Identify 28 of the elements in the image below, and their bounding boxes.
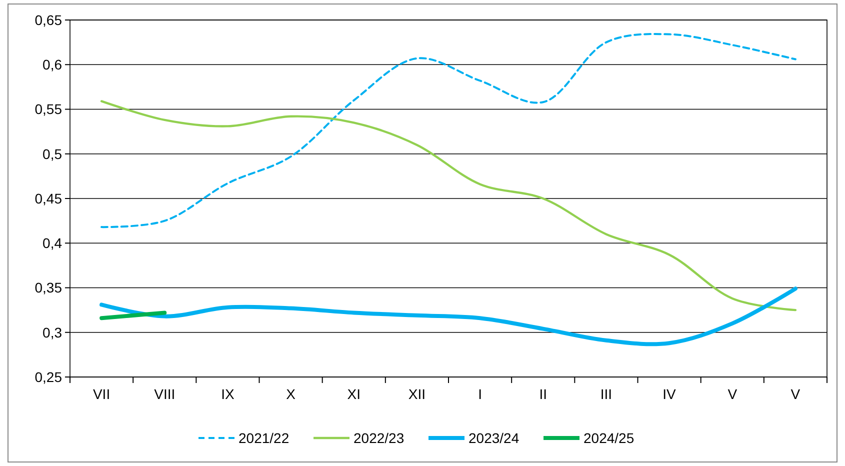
legend-label: 2021/22 xyxy=(238,430,290,446)
y-tick-label: 0,65 xyxy=(34,12,62,28)
line-series xyxy=(100,100,797,312)
y-tick-label: 0,35 xyxy=(34,280,62,296)
y-tick-label: 0,55 xyxy=(34,101,62,118)
x-tick-label: XII xyxy=(408,386,426,402)
x-tick-label: V xyxy=(728,386,738,402)
line-series xyxy=(100,33,796,228)
x-tick-label: IX xyxy=(221,386,235,402)
legend-label: 2024/25 xyxy=(584,430,634,446)
x-tick-label: III xyxy=(600,386,612,402)
x-tick-label: XI xyxy=(347,386,360,402)
legend-label: 2022/23 xyxy=(354,430,404,446)
x-tick-label: I xyxy=(478,386,482,402)
y-tick-label: 0,3 xyxy=(42,324,62,340)
y-tick-label: 0,45 xyxy=(34,190,62,206)
y-tick-label: 0,6 xyxy=(42,56,62,73)
x-tick-label: VII xyxy=(92,386,110,402)
x-tick-label: II xyxy=(539,386,548,402)
x-tick-label: X xyxy=(286,386,296,402)
x-tick-label: VIII xyxy=(154,386,176,402)
y-tick-label: 0,25 xyxy=(34,368,62,385)
legend-label: 2023/24 xyxy=(468,430,520,446)
x-tick-label: V xyxy=(790,386,801,402)
y-tick-label: 0,5 xyxy=(42,146,62,162)
x-tick-label: IV xyxy=(662,386,677,402)
line-series xyxy=(100,286,798,346)
y-tick-label: 0,4 xyxy=(42,235,62,252)
